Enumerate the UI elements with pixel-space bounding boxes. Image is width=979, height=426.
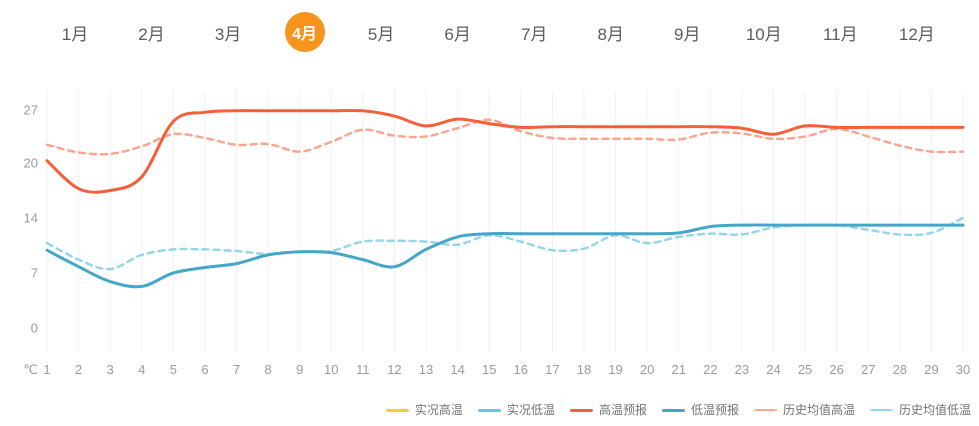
- legend-marker-solid-line-icon: [569, 408, 593, 412]
- x-tick-5: 5: [170, 362, 177, 377]
- x-tick-4: 4: [138, 362, 145, 377]
- legend-item-历史均值低温[interactable]: 历史均值低温: [869, 403, 971, 417]
- tab-month-10[interactable]: 10月: [745, 24, 782, 44]
- tab-month-7[interactable]: 7月: [520, 24, 548, 44]
- y-tick-14: 14: [24, 211, 38, 226]
- tab-month-3[interactable]: 3月: [214, 24, 242, 44]
- tab-month-6[interactable]: 6月: [444, 24, 471, 44]
- legend-marker-dashed-line-icon: [869, 409, 893, 411]
- x-tick-15: 15: [482, 362, 496, 377]
- x-tick-23: 23: [735, 362, 749, 377]
- tab-month-1[interactable]: 1月: [61, 24, 89, 44]
- x-tick-6: 6: [201, 362, 208, 377]
- legend-label: 实况高温: [414, 403, 463, 417]
- x-tick-20: 20: [640, 362, 654, 377]
- legend-label: 历史均值低温: [898, 403, 971, 417]
- tab-month-9[interactable]: 9月: [674, 24, 701, 44]
- x-tick-24: 24: [766, 362, 780, 377]
- legend-item-实况低温[interactable]: 实况低温: [477, 403, 555, 417]
- legend-marker-solid-line-icon: [661, 408, 685, 412]
- legend-label: 高温预报: [598, 403, 647, 417]
- x-tick-29: 29: [924, 362, 938, 377]
- legend-item-低温预报[interactable]: 低温预报: [661, 403, 739, 417]
- y-tick-7: 7: [31, 266, 38, 281]
- tab-month-12[interactable]: 12月: [898, 24, 935, 44]
- legend-marker-solid-line-icon: [477, 408, 501, 412]
- month-tab-bar: 1月 2月 3月 4月 5月 6月 7月 8月 9月 10月 11月 12月: [55, 11, 937, 53]
- legend-label: 历史均值高温: [782, 403, 855, 417]
- x-tick-28: 28: [893, 362, 907, 377]
- series-line-高温预报: [45, 108, 965, 194]
- x-tick-2: 2: [75, 362, 82, 377]
- x-tick-27: 27: [861, 362, 875, 377]
- x-tick-14: 14: [450, 362, 464, 377]
- legend-item-实况高温[interactable]: 实况高温: [385, 403, 463, 417]
- x-tick-3: 3: [107, 362, 114, 377]
- y-tick-27: 27: [24, 103, 38, 118]
- x-tick-7: 7: [233, 362, 240, 377]
- x-tick-18: 18: [577, 362, 591, 377]
- x-tick-25: 25: [798, 362, 812, 377]
- temperature-trend-chart: 1 2 3 4 5 6 7 8 9 10 11 12 13 14 15 16 17 18 19 20 21 22 23 24 2…: [0, 85, 979, 385]
- series-line-低温预报: [45, 223, 965, 289]
- x-tick-9: 9: [296, 362, 303, 377]
- tab-month-11[interactable]: 11月: [822, 24, 858, 44]
- tab-month-5[interactable]: 5月: [367, 24, 395, 44]
- legend-marker-dashed-line-icon: [753, 409, 777, 411]
- x-tick-17: 17: [545, 362, 559, 377]
- x-tick-8: 8: [264, 362, 271, 377]
- x-tick-30: 30: [956, 362, 970, 377]
- x-tick-22: 22: [703, 362, 717, 377]
- x-tick-1: 1: [43, 362, 50, 377]
- x-tick-11: 11: [356, 362, 370, 377]
- chart-canvas: 1 2 3 4 5 6 7 8 9 10 11 12 13 14 15 16 17 18 19 20 21 22 23 24 2…: [23, 90, 970, 377]
- legend-item-高温预报[interactable]: 高温预报: [569, 403, 647, 417]
- x-tick-21: 21: [671, 362, 685, 377]
- y-axis-unit-label: ℃: [23, 362, 38, 377]
- chart-legend: 实况高温 实况低温 高温预报 低温预报 历史均值高温 历史均值低温: [385, 402, 971, 418]
- x-tick-26: 26: [829, 362, 843, 377]
- tab-month-2[interactable]: 2月: [138, 24, 165, 44]
- tab-month-4[interactable]: 4月: [284, 12, 325, 52]
- x-tick-13: 13: [419, 362, 433, 377]
- x-tick-10: 10: [324, 362, 338, 377]
- x-tick-19: 19: [608, 362, 622, 377]
- y-tick-0: 0: [31, 321, 38, 336]
- legend-label: 低温预报: [690, 403, 739, 417]
- x-tick-16: 16: [514, 362, 528, 377]
- x-tick-12: 12: [387, 362, 401, 377]
- tab-month-8[interactable]: 8月: [597, 24, 624, 44]
- y-tick-20: 20: [24, 156, 38, 171]
- legend-marker-solid-line-icon: [385, 408, 409, 412]
- legend-label: 实况低温: [506, 403, 555, 417]
- legend-item-历史均值高温[interactable]: 历史均值高温: [753, 403, 855, 417]
